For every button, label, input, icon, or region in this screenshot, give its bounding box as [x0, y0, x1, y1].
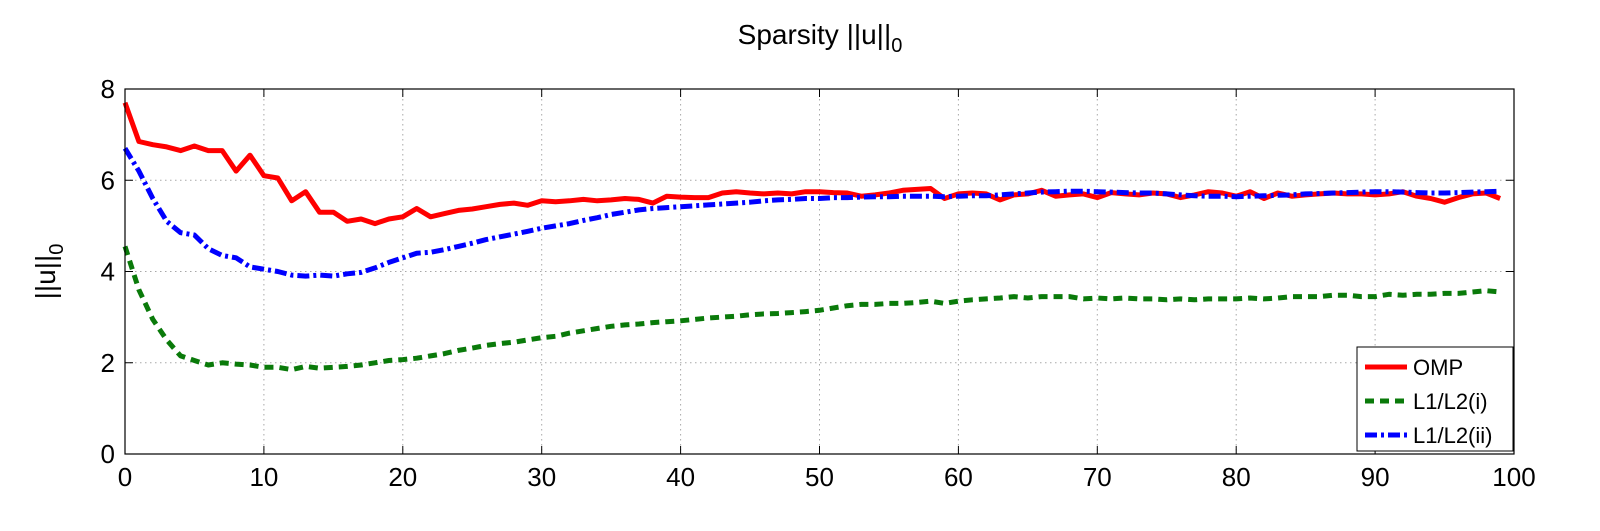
grid-lines	[125, 89, 1514, 454]
legend-label: L1/L2(i)	[1413, 389, 1488, 414]
series-line-3	[122, 146, 1501, 279]
x-tick-label: 80	[1222, 462, 1251, 492]
series-line-2	[122, 245, 1501, 373]
legend-label: OMP	[1413, 355, 1463, 380]
legend-label: L1/L2(ii)	[1413, 423, 1492, 448]
chart-title-subscript: 0	[891, 35, 902, 57]
series-lines	[122, 101, 1502, 373]
y-axis-label: ||u||0	[30, 244, 68, 300]
x-tick-label: 90	[1361, 462, 1390, 492]
x-tick-label: 100	[1492, 462, 1535, 492]
y-axis-label-subscript: 0	[46, 244, 68, 255]
x-tick-label: 70	[1083, 462, 1112, 492]
x-tick-label: 10	[249, 462, 278, 492]
x-tick-label: 60	[944, 462, 973, 492]
x-tick-label: 50	[805, 462, 834, 492]
chart-title-text: Sparsity ||u||	[738, 19, 892, 50]
x-tick-label: 30	[527, 462, 556, 492]
x-tick-label: 20	[388, 462, 417, 492]
x-tick-label: 0	[118, 462, 132, 492]
legend: OMP L1/L2(i) L1/L2(ii)	[1356, 346, 1514, 452]
chart-title: Sparsity ||u||0	[738, 19, 903, 57]
y-tick-label: 6	[101, 165, 115, 195]
y-tick-label: 0	[101, 439, 115, 469]
y-tick-label: 8	[101, 74, 115, 104]
y-axis-label-text: ||u||	[30, 255, 61, 300]
y-tick-label: 2	[101, 348, 115, 378]
x-tick-label: 40	[666, 462, 695, 492]
y-tick-label: 4	[101, 257, 115, 287]
axis-ticks: 0 10 20 30 40 50 60 70 80 90 100 0 2 4 6 8	[101, 74, 1536, 492]
series-line-1	[122, 101, 1502, 227]
